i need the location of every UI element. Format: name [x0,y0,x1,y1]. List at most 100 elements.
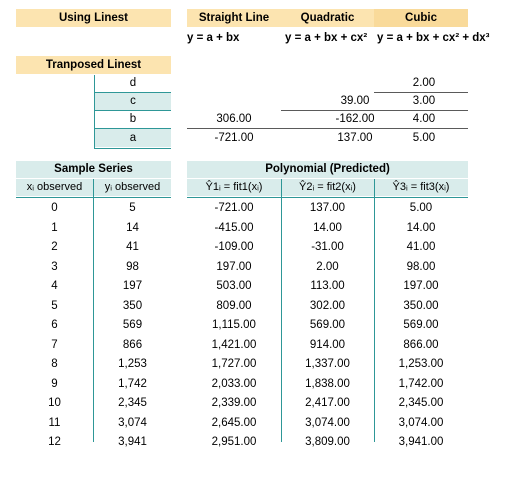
cell-fit2: 569.00 [309,319,346,331]
cell-x: 3 [51,261,58,273]
cell-fit2: 1,838.00 [305,378,350,390]
coef-label-c: c [95,93,171,110]
cell-y: 3,941 [118,436,147,448]
cell-fit1: 503.00 [216,280,252,292]
cell-fit2: 3,809.00 [305,436,350,448]
coef-b-linear: 306.00 [216,113,252,125]
cell-fit3: 569.00 [403,319,439,331]
coef-a-linear: -721.00 [214,132,254,144]
cell-fit2: -31.00 [311,241,344,253]
col-x-observed: xᵢ observed [16,179,93,196]
cell-y: 14 [126,222,139,234]
cell-fit3: 5.00 [409,202,433,214]
coef-label-b: b [129,113,137,125]
cubic-header: Cubic [374,9,468,27]
cell-fit3: 866.00 [403,339,439,351]
cell-y: 1,742 [118,378,147,390]
cell-fit3: 3,941.00 [398,436,444,448]
cell-fit3: 350.00 [403,300,439,312]
col-y-observed: yᵢ observed [94,179,171,196]
cell-fit2: 14.00 [313,222,342,234]
cell-y: 3,074 [118,417,147,429]
cell-fit2: 2,417.00 [305,397,350,409]
cell-x: 5 [51,300,58,312]
cell-fit2: 914.00 [309,339,346,351]
quadratic-formula: y = a + bx + cx² [285,32,368,44]
row-divider [95,110,171,111]
cell-fit1: 197.00 [216,261,252,273]
cell-fit3: 2,345.00 [398,397,444,409]
cell-fit1: 1,421.00 [211,339,257,351]
coef-a-cubic: 5.00 [412,132,436,144]
transposed-left-border [94,75,95,149]
cell-x: 0 [51,202,58,214]
cell-fit1: 1,727.00 [211,358,257,370]
polynomial-predicted-header: Polynomial (Predicted) [187,161,468,178]
col-fit2: Ŷ2ᵢ = fit2(xᵢ) [281,179,374,196]
cell-x: 7 [51,339,58,351]
straight-line-formula: y = a + bx [187,32,240,44]
cell-y: 1,253 [118,358,147,370]
coef-c-cubic: 3.00 [412,95,436,107]
cell-fit1: 809.00 [216,300,252,312]
cell-y: 569 [122,319,143,331]
cell-fit1: -415.00 [214,222,254,234]
cell-x: 10 [48,397,61,409]
header-underline [187,197,468,198]
sample-series-header: Sample Series [16,161,171,178]
coef-label-d: d [129,77,137,89]
cell-fit3: 14.00 [406,222,436,234]
cell-y: 350 [122,300,143,312]
transposed-linest-header: Tranposed Linest [16,56,171,74]
cell-x: 2 [51,241,58,253]
cell-fit3: 1,742.00 [398,378,444,390]
quadratic-header: Quadratic [281,9,374,27]
cell-x: 1 [51,222,58,234]
row-divider [281,110,468,111]
cell-fit1: 2,951.00 [211,436,257,448]
col-fit1: Ŷ1ᵢ = fit1(xᵢ) [187,179,281,196]
cell-y: 5 [129,202,136,214]
col-separator [281,179,282,442]
cell-fit1: 2,339.00 [211,397,257,409]
coef-d-cubic: 2.00 [412,77,436,89]
cell-fit2: 1,337.00 [305,358,350,370]
col-separator [93,179,94,442]
cell-fit1: -109.00 [214,241,254,253]
cell-fit2: 137.00 [309,202,346,214]
cell-y: 41 [126,241,139,253]
col-separator [374,179,375,442]
cell-x: 9 [51,378,58,390]
cell-fit3: 41.00 [406,241,436,253]
row-divider [95,128,171,129]
cell-fit3: 98.00 [406,261,436,273]
cell-y: 197 [122,280,143,292]
cell-y: 2,345 [118,397,147,409]
using-linest-header: Using Linest [16,9,171,27]
cell-fit3: 3,074.00 [398,417,444,429]
coef-a-quadratic: 137.00 [337,132,373,144]
coef-b-quadratic: -162.00 [335,113,375,125]
coef-b-cubic: 4.00 [412,113,436,125]
cell-fit1: 1,115.00 [212,319,256,331]
row-divider [95,148,171,149]
coef-c-quadratic: 39.00 [340,95,370,107]
cell-x: 12 [48,436,61,448]
row-divider [95,92,171,93]
cell-fit2: 2.00 [316,261,339,273]
cubic-formula: y = a + bx + cx² + dx³ [377,32,490,44]
cell-y: 98 [126,261,139,273]
cell-fit2: 302.00 [309,300,346,312]
cell-fit2: 3,074.00 [305,417,350,429]
cell-fit1: 2,645.00 [211,417,257,429]
cell-fit2: 113.00 [310,280,345,292]
cell-fit3: 1,253.00 [398,358,444,370]
cell-fit1: -721.00 [214,202,254,214]
cell-x: 11 [48,417,61,429]
coef-label-a: a [95,129,171,147]
row-divider [187,128,468,129]
row-divider [374,92,468,93]
cell-x: 4 [51,280,58,292]
cell-x: 6 [51,319,58,331]
cell-y: 866 [122,339,143,351]
